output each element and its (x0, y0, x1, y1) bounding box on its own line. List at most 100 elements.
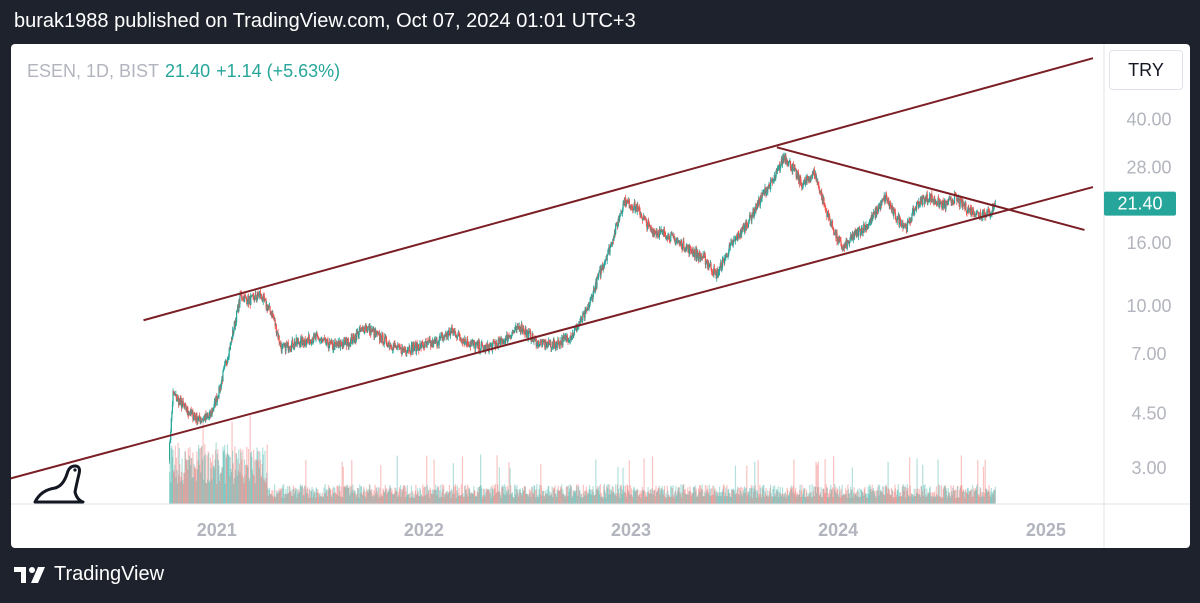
candle-body (825, 207, 827, 210)
volume-bar (207, 479, 209, 504)
candle-body (392, 344, 394, 350)
candle-body (987, 209, 989, 213)
volume-bar (405, 487, 407, 504)
candle-body (180, 398, 182, 401)
volume-bar (637, 496, 640, 504)
volume-bar (806, 496, 809, 504)
candle-body (285, 344, 287, 352)
volume-bar (935, 497, 937, 504)
volume-bar (749, 488, 751, 504)
candle-body (670, 235, 672, 242)
candle-body (449, 335, 451, 336)
brand-footer[interactable]: TradingView (14, 563, 164, 586)
volume-bar (607, 484, 609, 504)
volume-bar (241, 459, 243, 504)
candle-body (936, 204, 939, 205)
volume-bar (787, 496, 789, 504)
candle-body (611, 243, 613, 246)
candle-body (852, 235, 855, 240)
volume-bar (442, 488, 444, 504)
candle-body (535, 338, 537, 347)
volume-bar (238, 463, 241, 504)
volume-bar (246, 446, 248, 504)
candle-body (560, 340, 562, 343)
candle-body (801, 183, 803, 189)
candle-body (255, 293, 257, 298)
volume-bar (605, 497, 607, 504)
volume-bar (489, 493, 491, 504)
candle-body (485, 345, 487, 352)
volume-bar (835, 493, 838, 504)
candle-body (960, 198, 962, 201)
candle-body (466, 339, 469, 345)
volume-bar (893, 491, 895, 504)
currency-button[interactable]: TRY (1109, 50, 1183, 90)
candle-body (491, 343, 494, 351)
time-tick-label: 2021 (197, 520, 237, 540)
volume-bar (224, 483, 226, 504)
candle-body (825, 209, 827, 211)
candle-body (436, 343, 439, 346)
volume-bar (829, 488, 831, 504)
candle-body (743, 225, 746, 232)
candle-body (347, 338, 349, 347)
volume-bar (617, 488, 620, 504)
volume-bar (801, 484, 803, 504)
candle-body (384, 336, 386, 343)
volume-bar (369, 484, 371, 504)
volume-bar (256, 451, 259, 504)
volume-bar (587, 493, 590, 504)
volume-bar (617, 466, 619, 504)
volume-bar (624, 491, 626, 504)
candle-body (455, 332, 457, 337)
volume-bar (671, 487, 674, 504)
volume-bar (961, 491, 964, 504)
volume-bar (796, 496, 798, 504)
candle-body (540, 341, 542, 343)
volume-bar (212, 454, 214, 504)
volume-bar (718, 486, 721, 504)
candle-body (974, 214, 976, 217)
volume-bar (205, 482, 207, 504)
chart-panel[interactable]: 40.00 28.00 16.00 10.00 7.00 4.50 3.00 2021 202… (11, 44, 1190, 548)
candle-body (577, 325, 579, 330)
candle-body (213, 401, 216, 407)
candle-body (409, 347, 411, 352)
volume-bar (436, 486, 439, 504)
candle-body (846, 240, 848, 249)
volume-bar (301, 485, 303, 504)
volume-bar (398, 495, 400, 504)
volume-bar (416, 493, 418, 504)
volume-bar (821, 497, 823, 504)
volume-bar (326, 489, 328, 504)
volume-bar (384, 485, 386, 504)
volume-bar (759, 487, 762, 504)
volume-bar (458, 487, 460, 504)
candle-body (709, 265, 711, 267)
volume-bar (483, 488, 486, 504)
candle-body (894, 210, 896, 213)
volume-bar (556, 497, 558, 504)
candle-body (630, 205, 633, 207)
candle-body (764, 187, 766, 194)
volume-bar (767, 490, 769, 504)
volume-bar (882, 493, 884, 504)
volume-bar (411, 496, 413, 504)
volume-bar (289, 486, 291, 504)
volume-bar (956, 486, 958, 504)
volume-bar (959, 487, 961, 504)
volume-bar (528, 494, 530, 504)
candle-body (663, 229, 666, 236)
candle-body (751, 215, 753, 221)
candle-body (590, 297, 592, 299)
candle-body (634, 202, 636, 211)
volume-bar (930, 496, 932, 504)
volume-bar (892, 490, 894, 504)
volume-bar (443, 485, 445, 504)
candle-body (176, 397, 179, 400)
volume-bar (742, 487, 744, 504)
volume-bar (692, 493, 694, 504)
candle-body (228, 356, 230, 359)
candle-body (859, 229, 861, 235)
